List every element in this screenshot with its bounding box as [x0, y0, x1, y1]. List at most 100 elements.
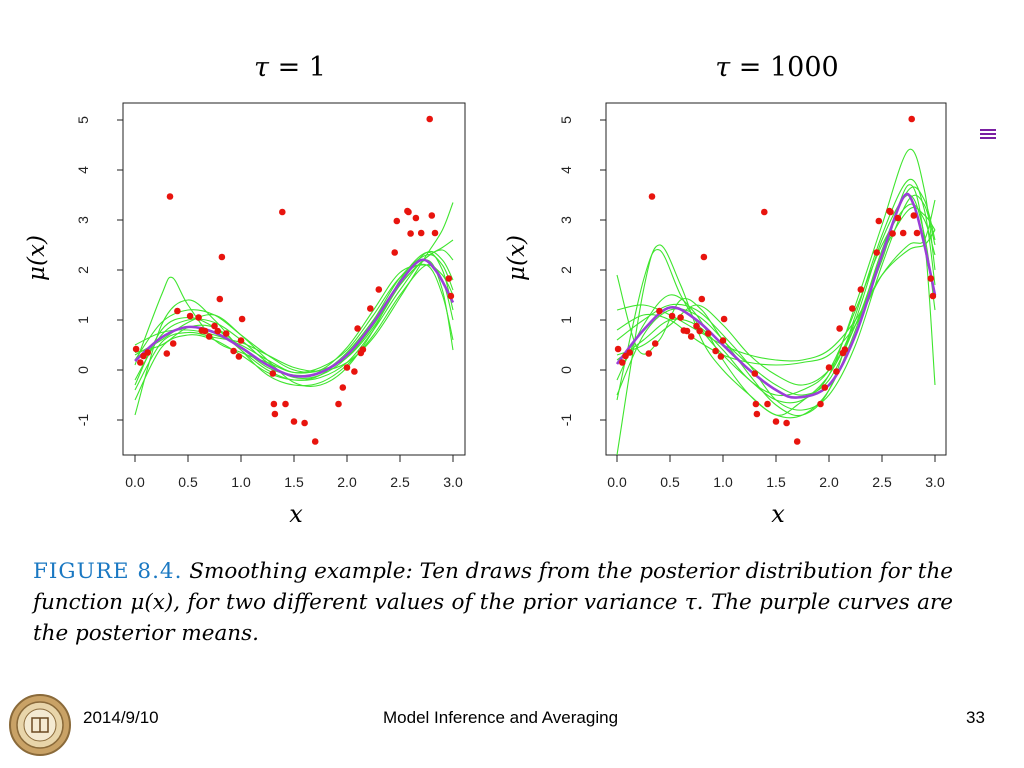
left-y-axis-label: μ(x)	[24, 235, 50, 281]
right-data-point	[719, 337, 727, 344]
left-smoothing-plot: -1 0 1 2 3 4 5 0.0 0.5 1.0 1.5 2.0 2.5 3.0 x μ(x)	[24, 102, 466, 528]
right-data-point	[899, 229, 907, 237]
right-ytick-label: 4	[558, 166, 574, 174]
right-data-point	[913, 229, 921, 237]
right-xtick-label: 2.0	[819, 474, 839, 490]
left-xtick-label: 2.5	[390, 474, 410, 490]
right-data-point	[783, 419, 790, 427]
left-data-point	[301, 419, 308, 427]
left-title-eq: = 1	[277, 52, 326, 83]
right-data-point	[752, 400, 760, 408]
right-data-point	[753, 410, 761, 418]
right-data-point	[683, 327, 691, 335]
left-data-point	[412, 214, 420, 222]
footer-title: Model Inference and Averaging	[383, 708, 619, 727]
left-data-point	[393, 217, 401, 225]
right-data-point	[927, 275, 935, 282]
right-xtick-label: 2.5	[872, 474, 892, 490]
left-x-axis-label: x	[289, 500, 303, 528]
left-ytick-label: 4	[75, 166, 91, 174]
left-data-point	[195, 314, 202, 321]
left-data-point	[359, 346, 367, 353]
right-data-point	[889, 230, 896, 237]
right-xtick-label: 0.5	[660, 474, 680, 490]
right-data-point	[841, 346, 849, 353]
right-data-point	[821, 384, 829, 391]
left-data-point	[407, 230, 414, 237]
left-data-point	[163, 350, 171, 357]
left-ytick-label: 5	[75, 116, 91, 124]
left-data-point	[211, 322, 218, 330]
right-data-point	[687, 333, 695, 340]
left-data-point	[235, 353, 243, 360]
right-posterior-draw-5	[616, 194, 936, 411]
right-posterior-draw-4	[616, 206, 936, 386]
right-data-point	[764, 400, 771, 408]
left-xtick-label: 3.0	[443, 474, 463, 490]
right-data-point	[793, 438, 801, 445]
left-data-point	[405, 208, 412, 216]
left-data-point	[417, 229, 425, 237]
right-y-axis-label: μ(x)	[504, 235, 530, 281]
left-posterior-draw-5	[134, 202, 454, 391]
right-data-point	[825, 364, 833, 371]
right-data-point	[910, 212, 918, 219]
right-data-point	[873, 249, 880, 256]
right-data-point	[700, 253, 708, 261]
right-data-point	[696, 327, 703, 335]
right-ytick-label: 3	[558, 216, 574, 224]
left-xtick-label: 2.0	[337, 474, 357, 490]
right-data-point	[908, 115, 915, 123]
left-data-point	[201, 327, 209, 335]
right-data-point	[712, 347, 719, 355]
left-data-point	[186, 312, 194, 320]
left-data-point	[428, 212, 436, 219]
left-data-point	[335, 400, 342, 408]
right-posterior-draw-2	[616, 184, 936, 396]
left-data-point	[282, 400, 289, 408]
left-data-point	[237, 337, 245, 344]
right-data-point	[929, 292, 937, 300]
right-ytick-label: 2	[558, 266, 574, 274]
left-ytick-label: -1	[75, 414, 91, 427]
right-data-point	[693, 322, 700, 330]
university-seal-logo	[9, 694, 71, 756]
left-data-point	[169, 340, 177, 347]
right-posterior-draw-10	[616, 203, 936, 397]
right-posterior-draw-9	[616, 178, 936, 417]
left-ytick-label: 2	[75, 266, 91, 274]
left-data-point	[222, 330, 230, 337]
right-data-point	[626, 349, 633, 356]
left-data-point	[144, 349, 151, 356]
left-data-point	[391, 249, 399, 256]
left-ytick-label: 3	[75, 216, 91, 224]
right-xtick-label: 3.0	[925, 474, 945, 490]
right-data-point	[849, 305, 856, 312]
right-series-group	[615, 148, 937, 455]
left-ytick-label: 1	[75, 316, 91, 324]
left-data-point	[445, 275, 453, 282]
right-data-point	[836, 325, 843, 332]
menu-icon[interactable]	[980, 129, 996, 141]
left-xtick-label: 0.0	[125, 474, 145, 490]
right-data-point	[656, 307, 663, 315]
left-data-point	[339, 384, 347, 391]
right-xtick-label: 1.5	[766, 474, 786, 490]
right-data-point	[772, 418, 780, 425]
right-data-point	[833, 368, 840, 375]
left-data-point	[174, 307, 181, 315]
right-data-point	[751, 370, 759, 377]
right-smoothing-plot: -1 0 1 2 3 4 5 0.0 0.5 1.0 1.5 2.0 2.5 3.0 x μ(x)	[504, 102, 947, 528]
left-posterior-draw-8	[134, 264, 454, 373]
left-xtick-label: 0.5	[178, 474, 198, 490]
right-data-point	[887, 208, 894, 216]
left-data-point	[137, 359, 144, 366]
right-xtick-label: 0.0	[607, 474, 627, 490]
right-plot-frame	[605, 102, 947, 456]
left-data-point	[426, 115, 434, 123]
right-data-point	[677, 314, 684, 321]
right-data-point	[875, 217, 883, 225]
left-data-point	[205, 333, 213, 340]
left-data-point	[270, 400, 278, 408]
left-data-point	[351, 368, 358, 375]
